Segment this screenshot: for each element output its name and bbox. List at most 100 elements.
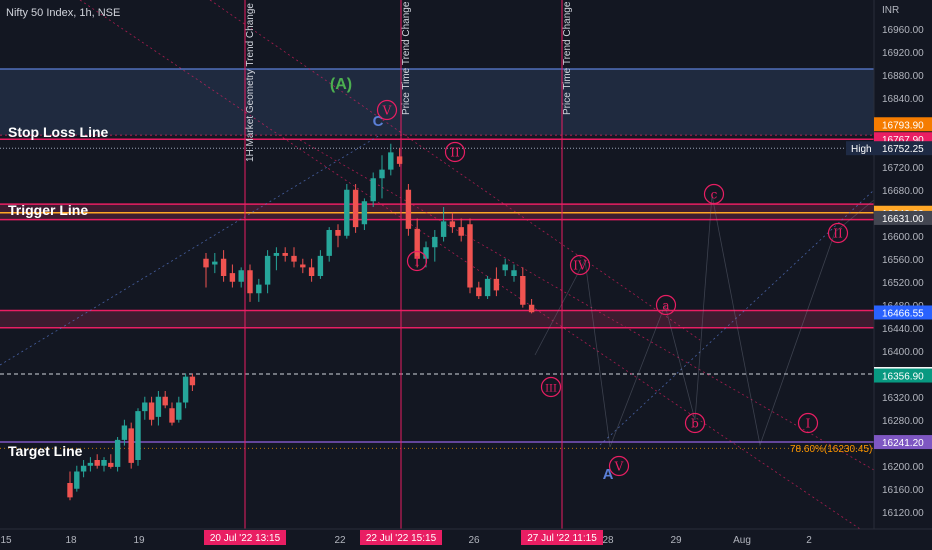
candle[interactable]	[300, 258, 306, 274]
price-axis[interactable]: INR16120.0016160.0016200.0016240.0016280…	[846, 0, 932, 529]
candle[interactable]	[396, 148, 403, 167]
candle[interactable]	[467, 218, 473, 294]
time-tick: 28	[602, 535, 614, 546]
price-tick: 16880.00	[882, 71, 924, 82]
candle[interactable]	[148, 396, 155, 426]
level-label: Target Line	[8, 443, 83, 459]
candle-body	[440, 221, 447, 237]
candle[interactable]	[203, 253, 209, 288]
horizontal-lines	[0, 68, 874, 449]
candle[interactable]	[169, 402, 175, 426]
price-tick: 16400.00	[882, 347, 924, 358]
price-tick: 16320.00	[882, 393, 924, 404]
wave-label-circle	[376, 99, 398, 121]
vertical-markers: 1H Market Geometry Trend Change Price Tim…	[244, 0, 573, 529]
price-tick: 16560.00	[882, 255, 924, 266]
candle[interactable]	[370, 172, 376, 208]
candle[interactable]	[256, 278, 262, 302]
candle[interactable]	[121, 419, 128, 446]
candle[interactable]	[135, 408, 141, 466]
price-tick: 16120.00	[882, 508, 924, 519]
candle-body	[80, 465, 87, 472]
time-tick: 26	[468, 535, 480, 546]
candle[interactable]	[80, 460, 87, 478]
candle[interactable]	[238, 267, 244, 288]
time-tick: 2	[806, 535, 812, 546]
candle[interactable]	[229, 264, 236, 288]
candle[interactable]	[189, 373, 196, 391]
level-label: Stop Loss Line	[8, 124, 109, 140]
candle-body	[128, 428, 134, 463]
candle[interactable]	[405, 184, 412, 236]
candle[interactable]	[182, 373, 189, 409]
candle[interactable]	[476, 281, 482, 299]
candle[interactable]	[273, 247, 280, 271]
candle[interactable]	[247, 264, 253, 302]
symbol-title: Nifty 50 Index, 1h, NSE	[6, 7, 120, 19]
candle[interactable]	[388, 143, 394, 176]
candle[interactable]	[155, 391, 162, 426]
candle[interactable]	[458, 218, 464, 242]
candle[interactable]	[511, 264, 517, 282]
candle[interactable]	[440, 207, 447, 242]
candle[interactable]	[94, 454, 100, 469]
price-tag-bg	[874, 141, 932, 156]
candle[interactable]	[414, 218, 420, 268]
candle[interactable]	[308, 258, 315, 282]
candle[interactable]	[74, 465, 80, 492]
candle-body	[121, 425, 128, 440]
candle[interactable]	[484, 276, 491, 299]
candle[interactable]	[162, 391, 168, 409]
candle[interactable]	[493, 267, 500, 297]
price-tick: 16680.00	[882, 186, 924, 197]
candle[interactable]	[361, 198, 368, 230]
candle[interactable]	[212, 253, 218, 274]
time-marker-label: 20 Jul '22 13:15	[210, 533, 281, 544]
candle[interactable]	[528, 299, 535, 314]
candle[interactable]	[449, 212, 456, 233]
wave-label-circle	[703, 183, 725, 205]
wave-label: V	[614, 460, 624, 474]
candle[interactable]	[326, 227, 332, 262]
candle-body	[220, 258, 227, 276]
candle[interactable]	[176, 396, 182, 423]
candle[interactable]	[502, 258, 508, 276]
price-tag-prefix-bg	[846, 141, 874, 156]
candle[interactable]	[101, 457, 107, 472]
price-tag: 16752.25 High	[846, 141, 932, 156]
candle[interactable]	[335, 224, 341, 248]
candle[interactable]	[220, 250, 227, 282]
candle[interactable]	[291, 247, 297, 268]
wave-label: a	[662, 299, 669, 313]
candle[interactable]	[108, 454, 114, 469]
trend-change-label: Price Time Trend Change	[562, 1, 573, 115]
candle[interactable]	[128, 422, 134, 469]
time-marker-label: 27 Jul '22 11:15	[527, 533, 597, 544]
candle[interactable]	[67, 471, 73, 501]
candle[interactable]	[317, 250, 324, 279]
time-tick: 15	[0, 535, 12, 546]
time-axis[interactable]: 15 18 19 22 26 28 29 Aug 2 20 Jul '22 13:15 22 Jul…	[0, 528, 932, 550]
candle[interactable]	[520, 267, 526, 308]
price-tag: 16631.00	[874, 210, 932, 225]
candle[interactable]	[344, 184, 350, 239]
candle[interactable]	[114, 437, 121, 472]
candle-body	[135, 411, 141, 460]
time-tick: 19	[133, 535, 145, 546]
candle[interactable]	[264, 250, 271, 294]
wave-label-circle	[827, 222, 849, 244]
wave-label: I	[806, 417, 811, 431]
candle-body	[94, 460, 100, 466]
wave-label: II	[450, 146, 460, 160]
candle[interactable]	[352, 184, 359, 233]
candle[interactable]	[142, 396, 148, 420]
candle[interactable]	[432, 230, 438, 262]
candle[interactable]	[282, 247, 288, 262]
candle-body	[370, 178, 376, 202]
wave-label: b	[691, 417, 699, 431]
candle[interactable]	[87, 457, 94, 472]
time-marker-bg	[521, 530, 603, 545]
candle[interactable]	[379, 155, 385, 199]
candle-body	[458, 227, 464, 236]
